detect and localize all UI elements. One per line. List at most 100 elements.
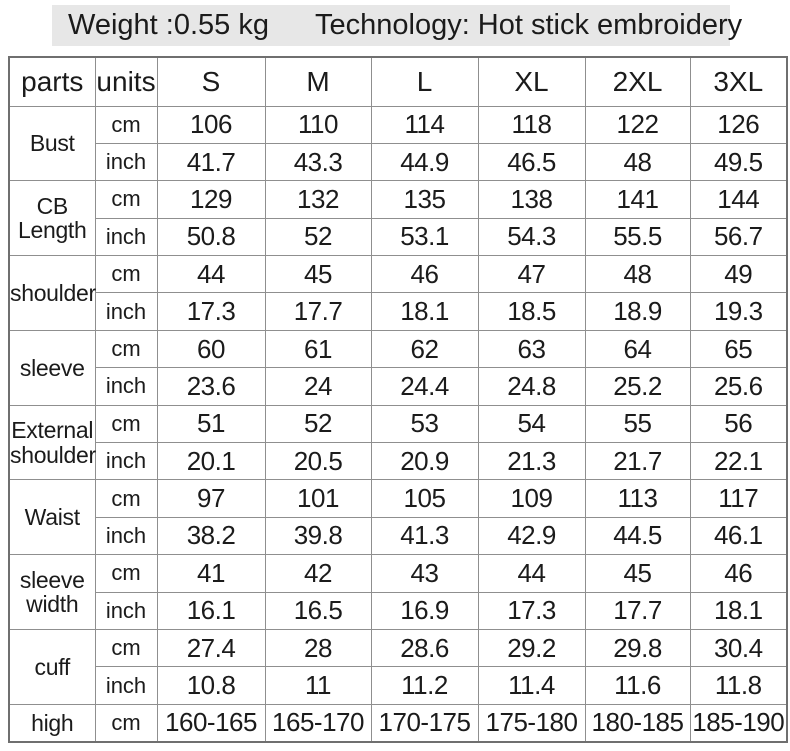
value-cell: 54.3: [477, 217, 586, 257]
value-cell: 62: [370, 329, 479, 369]
value-cell: 25.2: [584, 367, 691, 406]
part-label: Bust: [8, 105, 96, 182]
table-body: Bust cm 106 110 114 118 122 126 inch 41.7 43.3 44.9…: [8, 105, 788, 743]
column-header-units: units: [94, 56, 158, 107]
value-cell: 23.6: [156, 367, 266, 406]
table-row: sleeve cm 60 61 62 63 64 65: [8, 329, 788, 406]
value-cell: 138: [477, 180, 586, 219]
table-header-row: parts units S M L XL 2XL 3XL: [8, 56, 788, 107]
technology-label: Technology: Hot stick embroidery: [314, 9, 743, 41]
part-label: high: [8, 703, 96, 743]
value-cell: 42: [264, 554, 372, 593]
value-cell: 10.8: [156, 666, 266, 705]
unit-label: inch: [94, 666, 158, 705]
unit-label: cm: [94, 628, 158, 668]
value-cell: 28: [264, 628, 372, 668]
value-cell: 28.6: [370, 628, 479, 668]
value-cell: 160-165: [156, 703, 266, 743]
table-row: shoulder cm 44 45 46 47 48 49: [8, 255, 788, 331]
value-cell: 101: [264, 479, 372, 518]
value-cell: 110: [264, 105, 372, 144]
value-cell: 43.3: [264, 142, 372, 182]
value-cell: 20.5: [264, 442, 372, 481]
value-cell: 141: [584, 180, 691, 219]
table-row: inch 23.6 24 24.4 24.8 25.2 25.6: [9, 367, 788, 406]
table-row: inch 38.2 39.8 41.3 42.9 44.5 46.1: [9, 516, 788, 556]
part-label: sleeve: [8, 329, 96, 406]
unit-label: cm: [94, 404, 158, 444]
value-cell: 54: [477, 404, 586, 444]
part-label: shoulder: [8, 255, 96, 331]
unit-label: cm: [94, 180, 158, 219]
unit-label: inch: [94, 292, 158, 331]
value-cell: 53.1: [370, 217, 479, 257]
value-cell: 17.3: [156, 292, 266, 331]
table-row: inch 20.1 20.5 20.9 21.3 21.7 22.1: [9, 442, 788, 481]
part-label: Waist: [8, 479, 96, 556]
table-row: inch 50.8 52 53.1 54.3 55.5 56.7: [9, 217, 788, 257]
value-cell: 24: [264, 367, 372, 406]
value-cell: 56.7: [689, 217, 788, 257]
value-cell: 38.2: [156, 516, 266, 556]
value-cell: 44.9: [370, 142, 479, 182]
value-cell: 41.3: [370, 516, 479, 556]
value-cell: 65: [689, 329, 788, 369]
unit-label: cm: [94, 479, 158, 518]
value-cell: 16.5: [264, 591, 372, 630]
value-cell: 46: [370, 255, 479, 294]
value-cell: 18.1: [370, 292, 479, 331]
value-cell: 53: [370, 404, 479, 444]
value-cell: 56: [689, 404, 788, 444]
value-cell: 41: [156, 554, 266, 593]
value-cell: 118: [477, 105, 586, 144]
unit-label: cm: [94, 255, 158, 294]
unit-label: inch: [94, 591, 158, 630]
value-cell: 180-185: [584, 703, 691, 743]
value-cell: 29.8: [584, 628, 691, 668]
table-row: inch 41.7 43.3 44.9 46.5 48 49.5: [9, 142, 788, 182]
value-cell: 11.6: [584, 666, 691, 705]
size-chart-table: parts units S M L XL 2XL 3XL Bust cm 106 110 114 118…: [8, 56, 788, 743]
value-cell: 30.4: [689, 628, 788, 668]
value-cell: 11.4: [477, 666, 586, 705]
value-cell: 97: [156, 479, 266, 518]
column-header-2xl: 2XL: [584, 56, 691, 107]
value-cell: 144: [689, 180, 788, 219]
value-cell: 44: [156, 255, 266, 294]
value-cell: 105: [370, 479, 479, 518]
value-cell: 55.5: [584, 217, 691, 257]
value-cell: 126: [689, 105, 788, 144]
column-header-l: L: [370, 56, 479, 107]
value-cell: 64: [584, 329, 691, 369]
value-cell: 109: [477, 479, 586, 518]
value-cell: 47: [477, 255, 586, 294]
value-cell: 55: [584, 404, 691, 444]
value-cell: 20.9: [370, 442, 479, 481]
value-cell: 185-190: [689, 703, 788, 743]
value-cell: 17.7: [584, 591, 691, 630]
value-cell: 21.3: [477, 442, 586, 481]
value-cell: 24.4: [370, 367, 479, 406]
value-cell: 44: [477, 554, 586, 593]
table-row: inch 16.1 16.5 16.9 17.3 17.7 18.1: [9, 591, 788, 630]
value-cell: 18.1: [689, 591, 788, 630]
value-cell: 106: [156, 105, 266, 144]
value-cell: 49.5: [689, 142, 788, 182]
unit-label: cm: [94, 554, 158, 593]
part-label: cuff: [8, 628, 96, 705]
value-cell: 52: [264, 217, 372, 257]
value-cell: 51: [156, 404, 266, 444]
value-cell: 45: [264, 255, 372, 294]
column-header-xl: XL: [477, 56, 586, 107]
table-row: External shoulder cm 51 52 53 54 55 56: [8, 404, 788, 481]
value-cell: 46.5: [477, 142, 586, 182]
value-cell: 45: [584, 554, 691, 593]
unit-label: cm: [94, 105, 158, 144]
value-cell: 46.1: [689, 516, 788, 556]
value-cell: 42.9: [477, 516, 586, 556]
value-cell: 18.9: [584, 292, 691, 331]
unit-label: inch: [94, 142, 158, 182]
value-cell: 61: [264, 329, 372, 369]
table-row: high cm 160-165 165-170 170-175 175-180 180-18…: [8, 703, 788, 743]
